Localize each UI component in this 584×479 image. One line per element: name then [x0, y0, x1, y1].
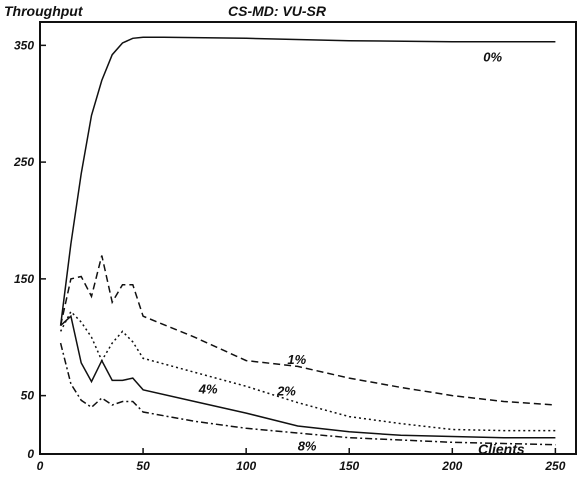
x-tick-label: 150 — [339, 459, 359, 473]
series-line-1-pct — [59, 255, 556, 406]
series-line-2-pct — [59, 310, 556, 432]
x-tick-label: 100 — [236, 459, 256, 473]
series-label-8-pct: 8% — [298, 438, 317, 453]
series-label-1-pct: 1% — [287, 352, 306, 367]
series-label-2-pct: 2% — [276, 384, 296, 399]
series-line-0-pct — [59, 36, 556, 326]
x-tick-label: 250 — [544, 459, 565, 473]
plot-frame — [39, 21, 577, 455]
series-label-4-pct: 4% — [198, 381, 218, 396]
y-tick-label: 350 — [14, 38, 34, 52]
y-tick-label: 50 — [21, 389, 35, 403]
series-labels: 0% 1% 2% 4% 8% — [198, 50, 503, 454]
x-tick-label: 200 — [441, 459, 462, 473]
x-tick-label: 0 — [37, 459, 44, 473]
y-tick-label: 0 — [27, 447, 34, 461]
y-axis-label: Throughput — [4, 3, 84, 19]
x-axis-label: Clients — [478, 441, 525, 457]
series-line-4-pct — [60, 314, 556, 439]
y-tick-label: 250 — [13, 155, 34, 169]
chart-title: CS-MD: VU-SR — [228, 3, 327, 19]
series-label-0-pct: 0% — [483, 50, 502, 65]
x-tick-label: 50 — [136, 459, 150, 473]
y-tick-label: 150 — [14, 272, 34, 286]
series-lines — [59, 36, 556, 446]
axis-ticks: 0 50 100 150 200 250 0 50 150 250 350 — [13, 38, 566, 473]
series-line-8-pct — [59, 342, 556, 446]
